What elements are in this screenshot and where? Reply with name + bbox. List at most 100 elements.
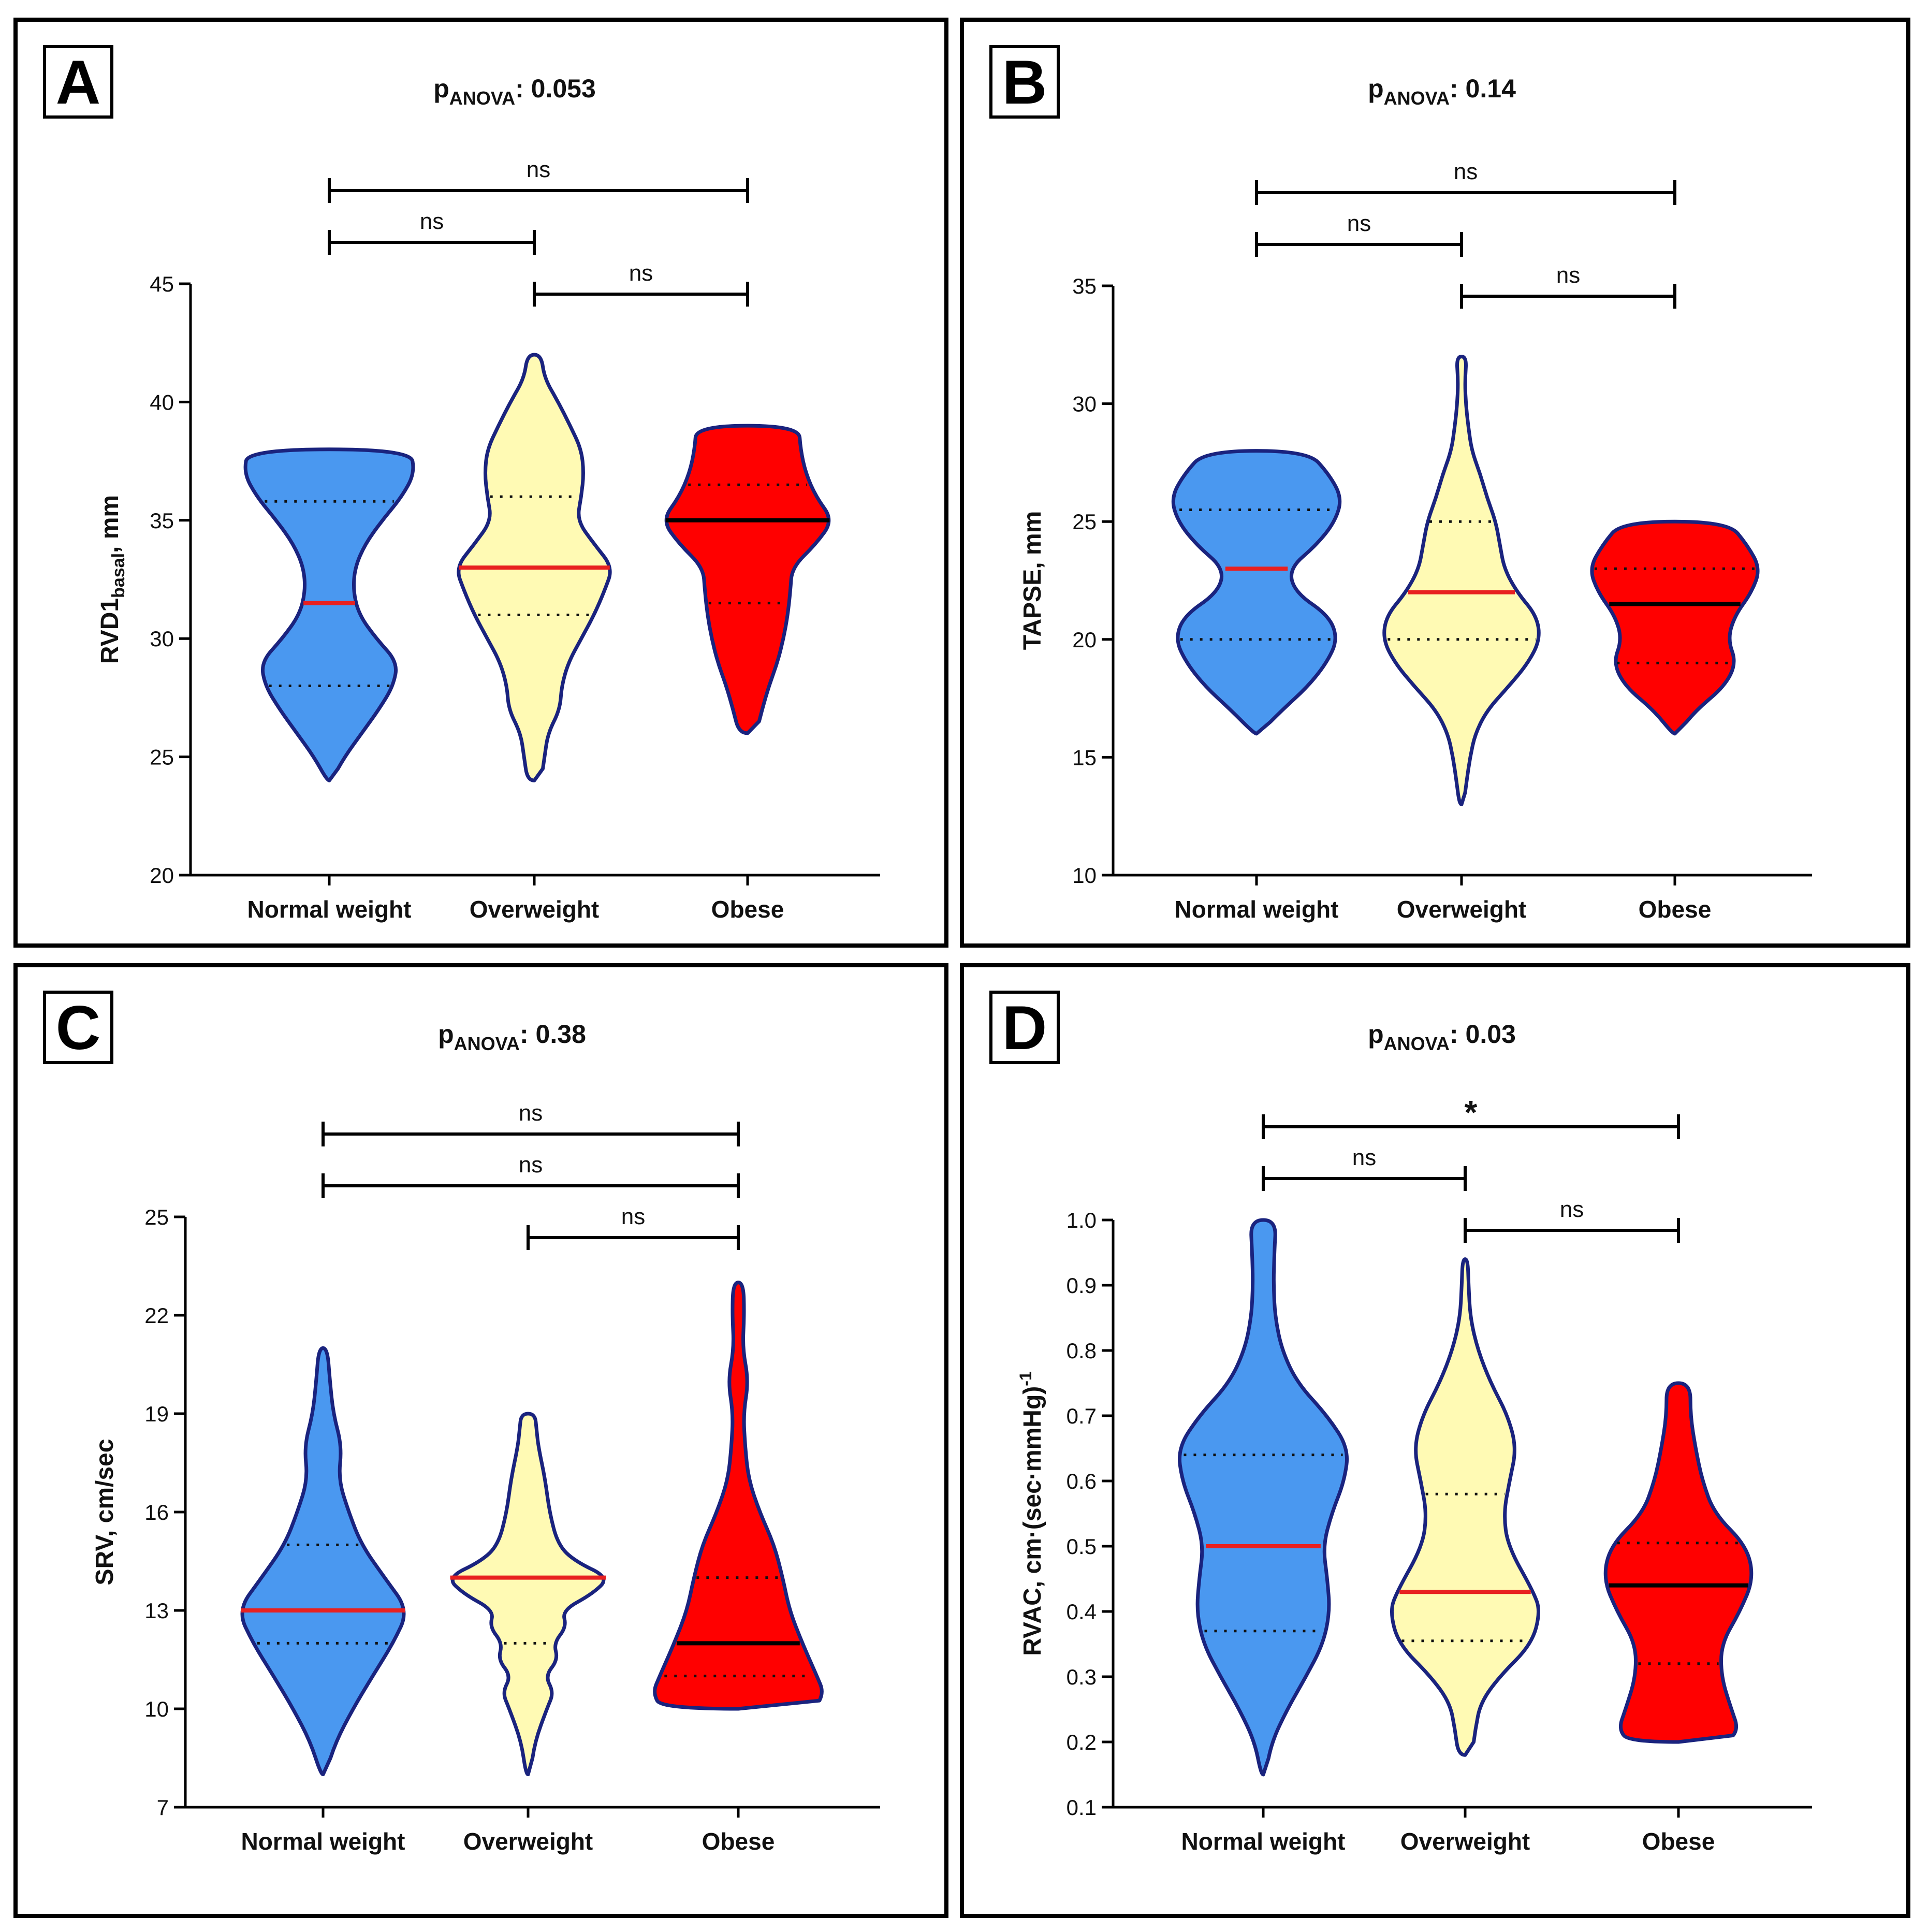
y-tick-label: 35 — [150, 509, 174, 533]
violin-body — [240, 1346, 406, 1777]
title-main: p — [1368, 1020, 1384, 1049]
y-axis-label-suffix: , mm — [96, 495, 124, 553]
x-category-label: Obese — [1642, 1828, 1715, 1855]
violin-body — [450, 1412, 606, 1777]
x-category-label: Obese — [1639, 896, 1712, 923]
significance-label: ns — [519, 1100, 543, 1126]
panel-letter-box — [43, 45, 113, 119]
panel-letter: D — [1002, 993, 1047, 1063]
y-axis-label-subscript: basal — [109, 553, 128, 598]
violin-normal-weight — [1178, 1218, 1349, 1777]
y-tick-label: 40 — [150, 390, 174, 414]
significance-label: ns — [629, 260, 653, 286]
y-axis-label: RVD1basal, mm — [96, 495, 128, 664]
significance-label: ns — [1556, 263, 1580, 288]
violin-overweight — [1382, 355, 1541, 806]
x-category-label: Overweight — [470, 896, 600, 923]
y-tick-label: 19 — [144, 1402, 169, 1426]
y-tick-label: 16 — [144, 1500, 169, 1524]
violin-body — [1178, 1218, 1349, 1777]
y-tick-label: 25 — [1072, 510, 1097, 534]
title-value: : 0.14 — [1450, 74, 1516, 103]
violin-body — [664, 424, 831, 735]
significance-label: ns — [519, 1152, 543, 1178]
comparison-bracket: ns — [527, 1204, 740, 1250]
significance-label: ns — [527, 157, 550, 182]
title-main: p — [433, 74, 449, 103]
y-tick-label: 0.9 — [1067, 1273, 1097, 1298]
x-category-label: Overweight — [463, 1828, 593, 1855]
violin-body — [653, 1281, 824, 1711]
y-tick-label: 0.6 — [1067, 1469, 1097, 1493]
violin-body — [1603, 1381, 1754, 1744]
violin-body — [1382, 355, 1541, 806]
panel-title: pANOVA: 0.053 — [433, 74, 596, 109]
violin-obese — [653, 1281, 824, 1711]
panel-letter-box — [43, 991, 113, 1064]
x-category-label: Obese — [711, 896, 784, 923]
panel-title: pANOVA: 0.03 — [1368, 1020, 1516, 1054]
violin-body — [243, 447, 415, 782]
y-tick-label: 30 — [150, 627, 174, 651]
comparison-bracket: ns — [1255, 159, 1676, 205]
panel-title: pANOVA: 0.14 — [1368, 74, 1516, 109]
y-axis-label-main: TAPSE, mm — [1019, 511, 1046, 650]
title-main: p — [1368, 74, 1384, 103]
violin-obese — [1603, 1381, 1754, 1744]
title-value: : 0.38 — [520, 1020, 586, 1049]
comparison-bracket: ns — [322, 1152, 740, 1198]
violin-overweight — [457, 353, 612, 782]
y-tick-label: 45 — [150, 272, 174, 296]
x-category-label: Obese — [702, 1828, 775, 1855]
y-tick-label: 7 — [157, 1795, 169, 1820]
significance-label: ns — [1454, 159, 1478, 184]
x-category-label: Overweight — [1400, 1828, 1530, 1855]
title-subscript: ANOVA — [1384, 88, 1450, 109]
comparison-bracket: ns — [1255, 211, 1463, 257]
comparison-bracket: ns — [1460, 263, 1676, 309]
y-tick-label: 22 — [144, 1303, 169, 1328]
y-tick-label: 15 — [1072, 745, 1097, 769]
y-axis-label-main: RVAC, cm·(sec·mmHg) — [1019, 1386, 1046, 1656]
violin-body — [1390, 1257, 1540, 1757]
panel-frame — [960, 963, 1910, 1918]
x-category-label: Overweight — [1397, 896, 1527, 923]
y-tick-label: 0.4 — [1067, 1600, 1097, 1624]
y-tick-label: 10 — [144, 1697, 169, 1721]
comparison-bracket: ns — [1262, 1145, 1467, 1191]
comparison-bracket: ns — [1464, 1197, 1680, 1243]
violin-overweight — [1390, 1257, 1540, 1757]
y-tick-label: 30 — [1072, 392, 1097, 416]
y-tick-label: 10 — [1072, 863, 1097, 888]
x-category-label: Normal weight — [241, 1828, 405, 1855]
title-main: p — [438, 1020, 454, 1049]
title-subscript: ANOVA — [454, 1033, 520, 1054]
significance-label: ns — [1352, 1145, 1376, 1170]
comparison-bracket: ns — [322, 1100, 740, 1146]
title-subscript: ANOVA — [1384, 1033, 1450, 1054]
y-tick-label: 25 — [144, 1205, 169, 1229]
panel-title: pANOVA: 0.38 — [438, 1020, 586, 1054]
comparison-bracket: ns — [533, 260, 749, 307]
significance-label: ns — [1560, 1197, 1584, 1222]
significance-label: ns — [1347, 211, 1371, 236]
violin-normal-weight — [1171, 449, 1342, 736]
y-tick-label: 0.7 — [1067, 1404, 1097, 1428]
y-tick-label: 1.0 — [1067, 1208, 1097, 1232]
y-axis-label: TAPSE, mm — [1019, 511, 1046, 650]
panel-frame — [960, 18, 1910, 948]
violin-normal-weight — [243, 447, 415, 782]
y-tick-label: 0.2 — [1067, 1730, 1097, 1754]
y-axis-label: SRV, cm/sec — [91, 1439, 119, 1586]
violin-normal-weight — [240, 1346, 406, 1777]
violin-body — [1171, 449, 1342, 736]
panel-letter-box — [989, 991, 1060, 1064]
x-category-label: Normal weight — [1181, 1828, 1346, 1855]
y-tick-label: 20 — [1072, 628, 1097, 652]
significance-label: * — [1465, 1094, 1478, 1131]
significance-label: ns — [621, 1204, 645, 1229]
